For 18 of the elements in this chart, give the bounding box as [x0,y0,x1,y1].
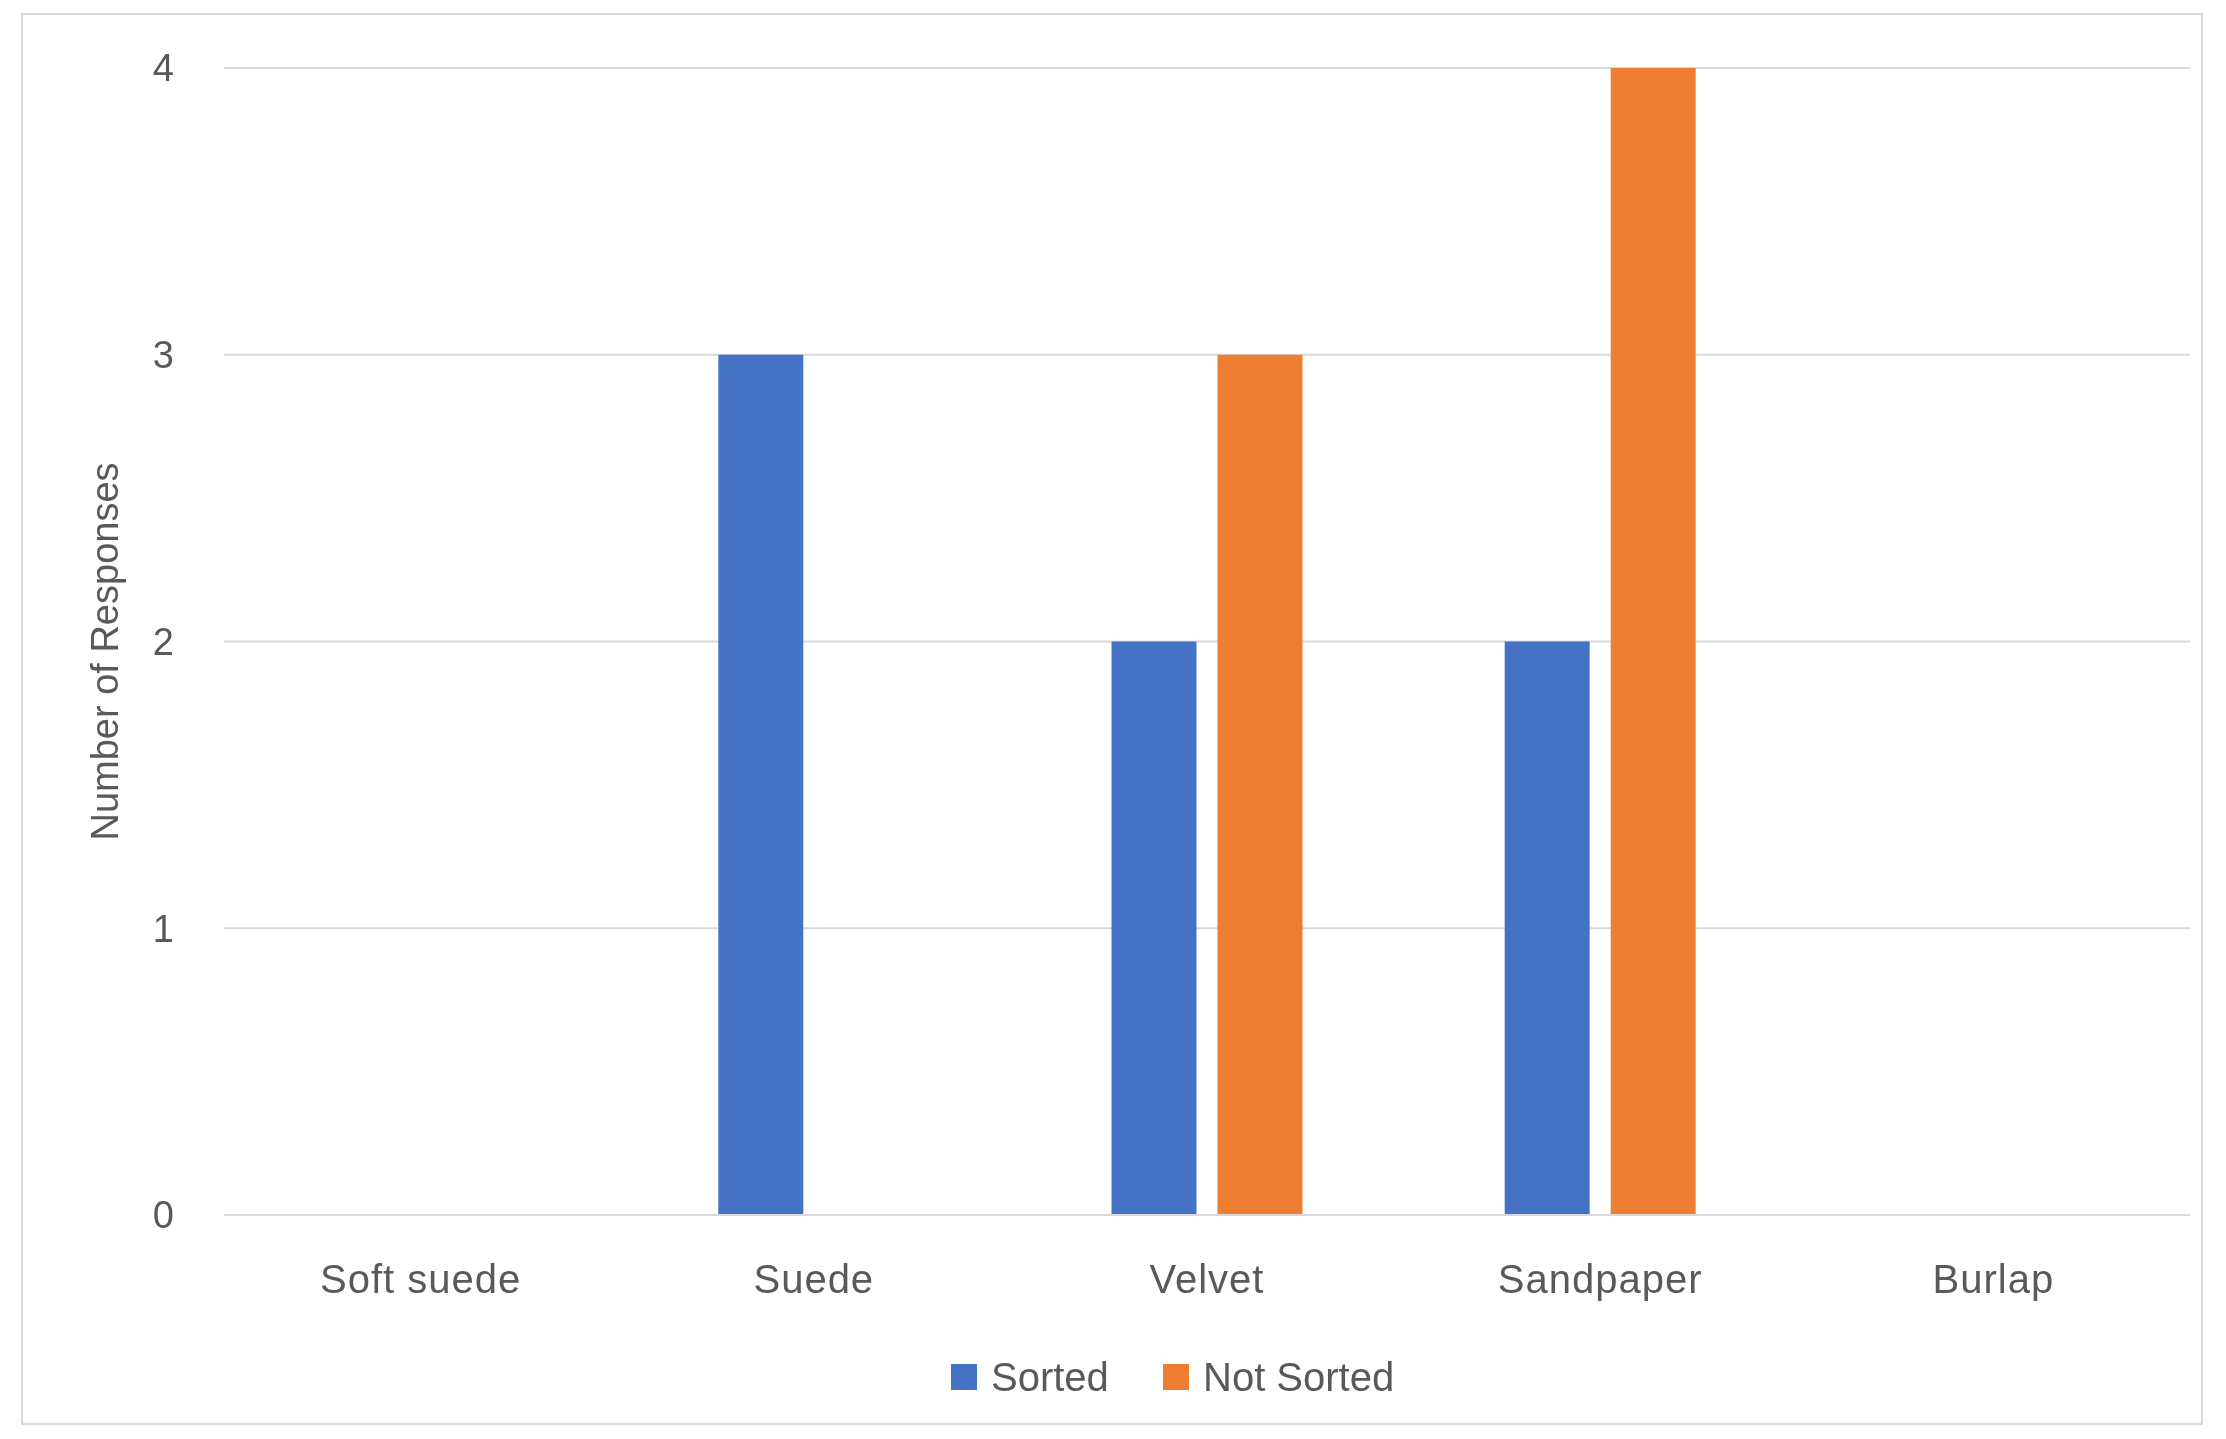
x-tick-label: Sandpaper [1497,1257,1703,1301]
y-tick-label: 4 [152,47,174,90]
bar [718,354,804,1215]
bar [1111,641,1197,1215]
x-tick-label: Velvet [1149,1257,1265,1301]
bar [1610,68,1696,1215]
y-tick-label: 2 [152,620,174,663]
bar [1504,641,1590,1215]
legend-label: Not Sorted [1203,1355,1395,1399]
legend-label: Sorted [991,1355,1109,1399]
y-tick-label: 3 [152,334,174,377]
x-tick-label: Soft suede [319,1257,522,1301]
y-tick-label: 1 [152,907,174,950]
y-tick-label: 0 [152,1194,174,1237]
x-tick-label: Suede [753,1257,875,1301]
bar [1217,354,1303,1215]
y-axis-title: Number of Responses [84,462,127,841]
x-tick-label: Burlap [1932,1257,2055,1301]
